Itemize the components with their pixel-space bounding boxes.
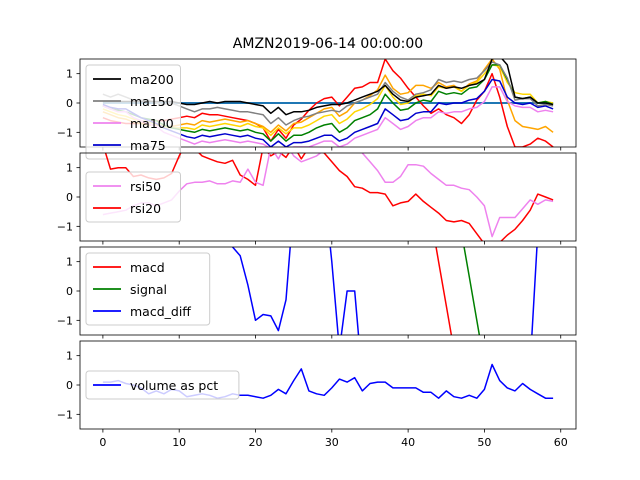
series-line-rsi20: [104, 153, 554, 241]
y-tick-label: 0: [66, 285, 73, 298]
legend-box: [85, 64, 181, 160]
legend-box: [85, 171, 181, 223]
y-tick-label: 1: [66, 68, 73, 81]
y-tick-label: −1: [57, 126, 73, 139]
legend: macd signal macd_diff: [85, 252, 211, 326]
panel-macd: −1 0 1 macd signal macd_diff: [57, 246, 577, 339]
legend-label-volume-as-pct: volume as pct: [130, 378, 218, 393]
panel-rsi: −1 0 1 rsi50 rsi20: [57, 152, 577, 245]
y-tick-label: 0: [66, 191, 73, 204]
y-tick-label: 1: [66, 350, 73, 363]
y-tick-label: −1: [57, 408, 73, 421]
series-line-signal: [463, 247, 481, 335]
y-tick-label: −1: [57, 220, 73, 233]
plot-area: [231, 247, 538, 335]
y-tick-label: 1: [66, 256, 73, 269]
legend-box: [85, 370, 240, 400]
panel-moving-averages: −1 0 1 ma200 ma150 ma100 ma75: [57, 58, 577, 160]
legend-label-signal: signal: [130, 282, 167, 297]
legend-label-ma200: ma200: [130, 72, 174, 87]
legend-label-rsi20: rsi20: [130, 201, 161, 216]
chart-title: AMZN2019-06-14 00:00:00: [233, 36, 423, 52]
y-tick-label: −1: [57, 314, 73, 327]
legend-label-macd_diff: macd_diff: [130, 304, 191, 319]
legend-label-ma100: ma100: [130, 116, 174, 131]
legend: ma200 ma150 ma100 ma75: [85, 64, 181, 160]
y-tick-label: 0: [66, 97, 73, 110]
x-tick-label: 50: [477, 436, 491, 449]
series-line-macd_diff: [231, 247, 538, 335]
x-tick-label: 30: [325, 436, 339, 449]
y-tick-label: 1: [66, 162, 73, 175]
x-tick-label: 60: [554, 436, 568, 449]
y-tick-label: 0: [66, 379, 73, 392]
series-line-macd: [435, 247, 453, 335]
x-tick-label: 0: [99, 436, 106, 449]
legend-label-ma150: ma150: [130, 94, 174, 109]
x-tick-label: 10: [172, 436, 186, 449]
legend-box: [85, 252, 211, 326]
legend-label-macd: macd: [130, 260, 165, 275]
legend: volume as pct: [85, 370, 240, 400]
legend-label-rsi50: rsi50: [130, 179, 161, 194]
x-tick-label: 40: [401, 436, 415, 449]
legend: rsi50 rsi20: [85, 171, 181, 223]
x-tick-label: 20: [249, 436, 263, 449]
legend-label-ma75: ma75: [130, 138, 166, 153]
